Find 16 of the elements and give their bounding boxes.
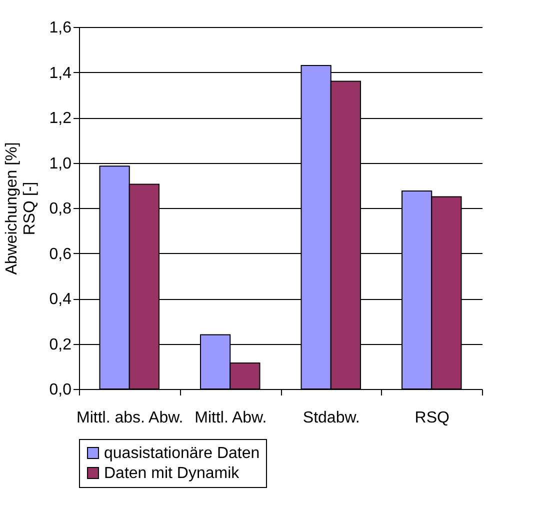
x-tick-label: Stdabw. (302, 410, 360, 426)
y-axis-title: Abweichungen [%] RSQ [-] (3, 142, 38, 275)
y-tick-label: 0,0 (49, 382, 72, 398)
y-tick-label: 0,8 (49, 200, 72, 218)
legend-label: Daten mit Dynamik (104, 465, 240, 482)
x-tick-label: RSQ (414, 410, 450, 426)
y-tick-label: 0,2 (49, 336, 72, 354)
legend-label: quasistationäre Daten (104, 445, 260, 462)
y-tick-label: 1,4 (49, 64, 72, 82)
x-tick-label: Mittl. abs. Abw. (76, 410, 184, 426)
y-tick-label: 1,2 (49, 110, 72, 127)
y-tick-label: 0,4 (49, 291, 72, 308)
x-tick-label: Mittl. Abw. (194, 410, 267, 426)
y-tick-label: 1,0 (49, 155, 72, 172)
y-tick-label: 0,6 (49, 246, 72, 263)
y-tick-label: 1,6 (49, 20, 72, 36)
